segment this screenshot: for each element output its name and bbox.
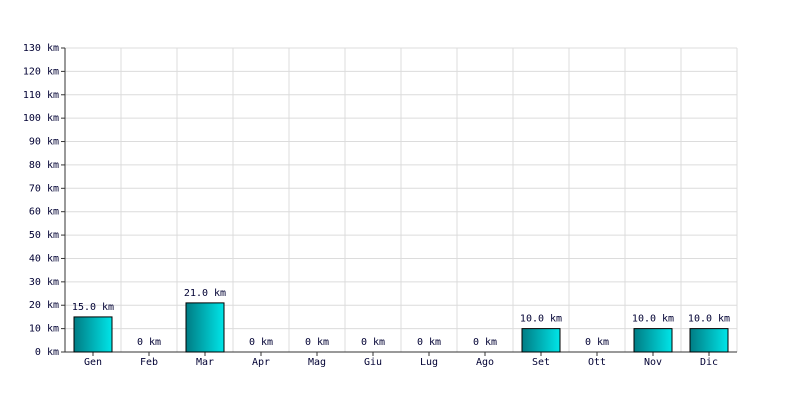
y-tick-label: 80 km xyxy=(29,160,59,171)
y-tick-label: 130 km xyxy=(23,43,59,54)
x-tick-label: Dic xyxy=(700,357,718,368)
value-label: 0 km xyxy=(249,337,273,348)
bar xyxy=(633,328,673,353)
value-label: 0 km xyxy=(473,337,497,348)
value-label: 21.0 km xyxy=(184,288,226,299)
x-tick-label: Ago xyxy=(476,357,494,368)
y-tick-label: 90 km xyxy=(29,137,59,148)
value-label: 0 km xyxy=(585,337,609,348)
y-tick-label: 60 km xyxy=(29,207,59,218)
y-tick-label: 30 km xyxy=(29,277,59,288)
y-tick-label: 20 km xyxy=(29,300,59,311)
x-tick-label: Mag xyxy=(308,357,326,368)
value-label: 0 km xyxy=(361,337,385,348)
value-label: 0 km xyxy=(137,337,161,348)
value-label: 10.0 km xyxy=(632,314,674,325)
y-tick-label: 70 km xyxy=(29,183,59,194)
bar xyxy=(185,302,225,353)
x-tick-label: Nov xyxy=(644,357,662,368)
x-tick-label: Gen xyxy=(84,357,102,368)
x-tick-label: Set xyxy=(532,357,550,368)
value-label: 10.0 km xyxy=(520,314,562,325)
value-label: 15.0 km xyxy=(72,302,114,313)
value-label: 0 km xyxy=(305,337,329,348)
value-label: 10.0 km xyxy=(688,314,730,325)
y-tick-label: 100 km xyxy=(23,113,59,124)
bar xyxy=(689,328,729,353)
x-tick-label: Apr xyxy=(252,357,270,368)
y-tick-label: 10 km xyxy=(29,324,59,335)
y-tick-label: 110 km xyxy=(23,90,59,101)
bar xyxy=(521,328,561,353)
y-tick-label: 40 km xyxy=(29,253,59,264)
bar xyxy=(73,316,113,353)
y-tick-label: 0 km xyxy=(35,347,59,358)
x-tick-label: Mar xyxy=(196,357,214,368)
value-label: 0 km xyxy=(417,337,441,348)
x-tick-label: Feb xyxy=(140,357,158,368)
x-tick-label: Giu xyxy=(364,357,382,368)
y-tick-label: 120 km xyxy=(23,66,59,77)
x-tick-label: Ott xyxy=(588,357,606,368)
y-tick-label: 50 km xyxy=(29,230,59,241)
x-tick-label: Lug xyxy=(420,357,438,368)
